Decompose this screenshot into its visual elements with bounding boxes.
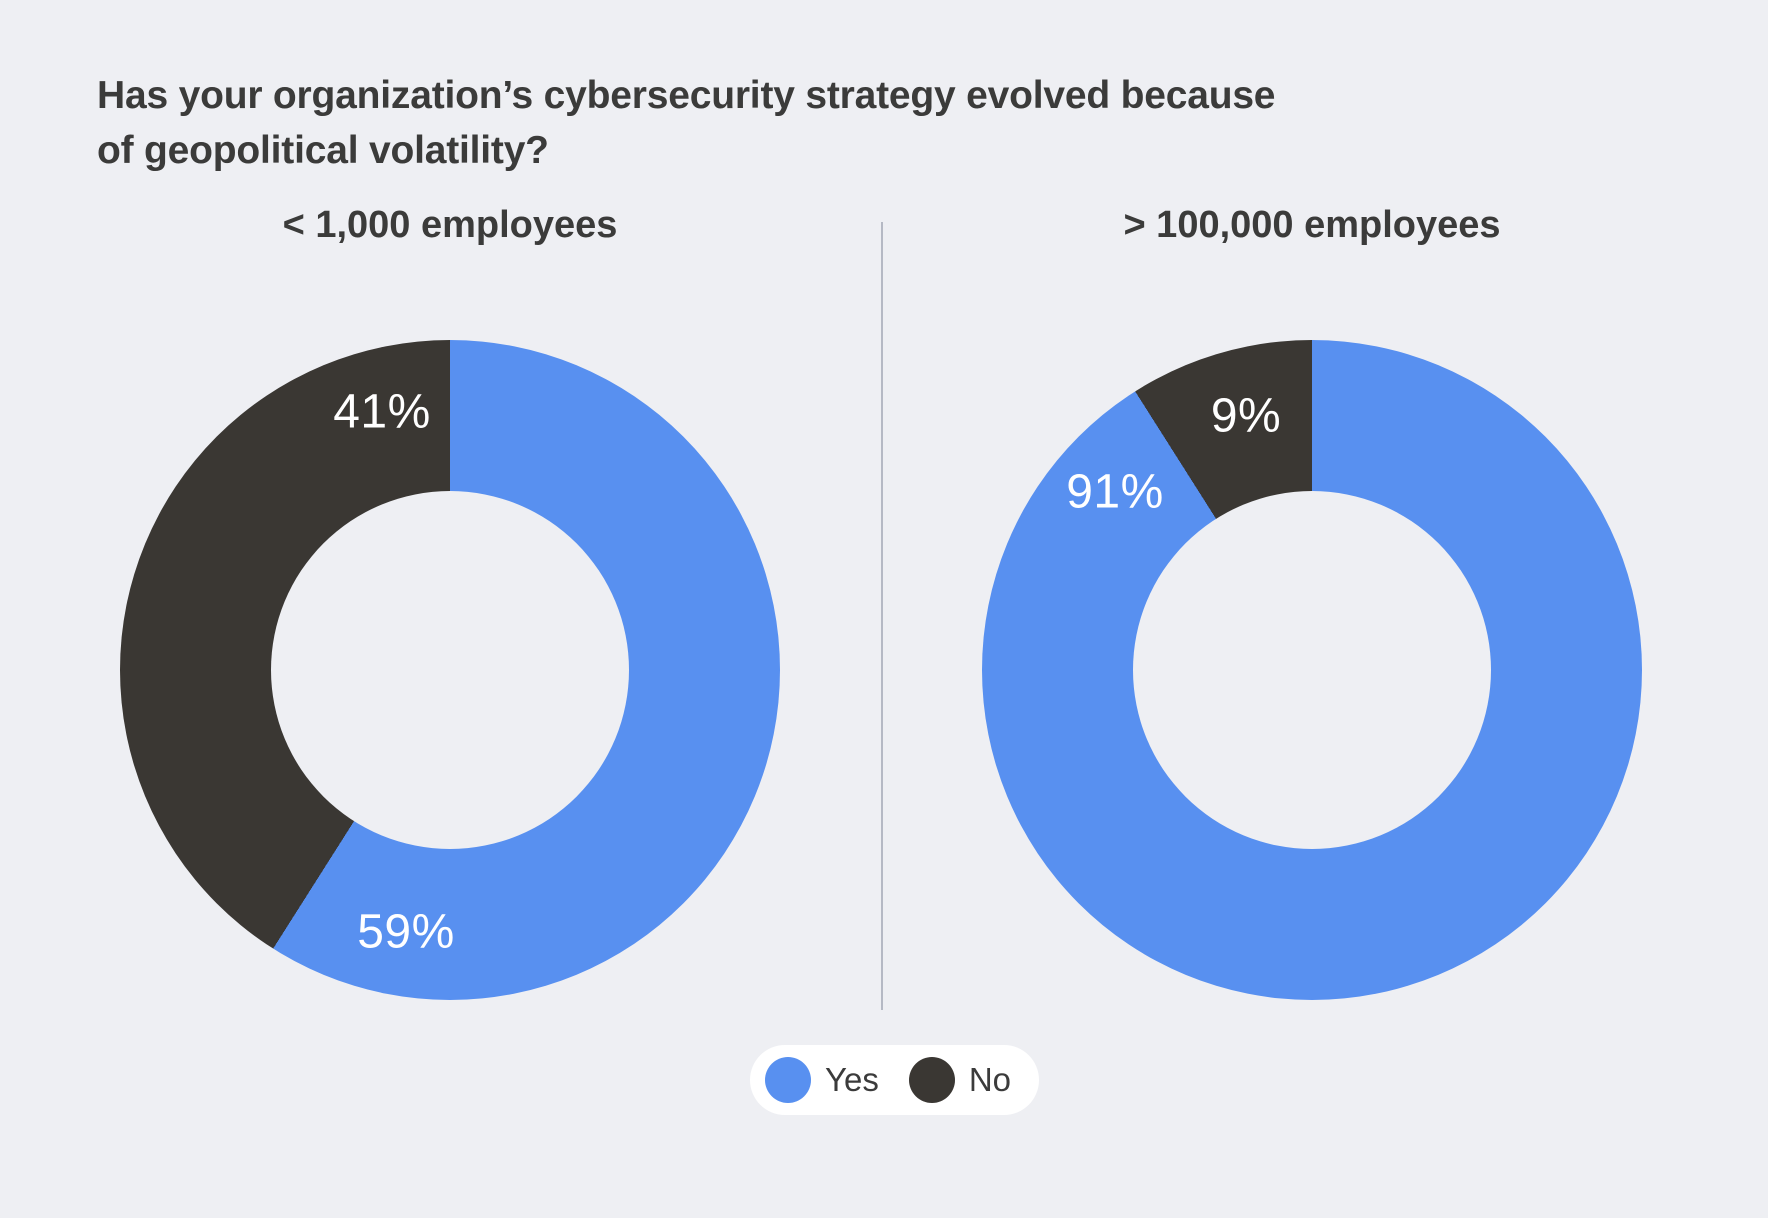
value-label-yes-small-company: 59% <box>357 905 455 959</box>
question-title-line1: Has your organization’s cybersecurity st… <box>97 74 1276 117</box>
legend-yes-label: Yes <box>825 1061 879 1098</box>
value-label-no-large-company: 9% <box>1210 389 1282 443</box>
chart-title-small-company: < 1,000 employees <box>282 204 618 246</box>
donut-hole <box>271 491 629 849</box>
value-label-yes-large-company: 91% <box>1066 465 1164 519</box>
legend-yes-dot-icon <box>765 1057 811 1103</box>
vertical-divider <box>881 222 883 1010</box>
legend-no-label: No <box>968 1061 1012 1098</box>
donut-hole <box>1133 491 1491 849</box>
donut-chart-small-company: 41% 59% <box>120 340 780 1000</box>
legend-item-no: No <box>908 1057 1012 1103</box>
legend-no-dot-icon <box>908 1057 955 1103</box>
question-title: Has your organization’s cybersecurity st… <box>97 68 1276 178</box>
donut-chart-large-company: 91% 9% <box>982 340 1642 1000</box>
legend-item-yes: Yes <box>765 1057 879 1103</box>
legend: Yes No <box>750 1045 1040 1115</box>
chart-title-large-company: > 100,000 employees <box>1123 204 1501 246</box>
value-label-no-small-company: 41% <box>333 385 431 439</box>
question-title-line2: of geopolitical volatility? <box>97 129 549 172</box>
